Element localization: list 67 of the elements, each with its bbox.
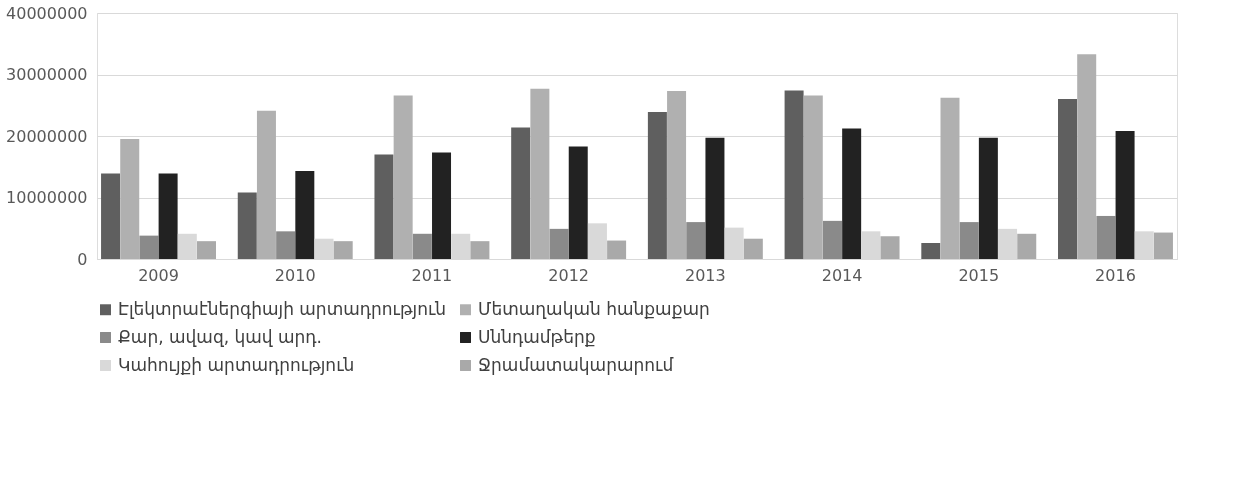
bar	[314, 238, 334, 259]
y-tick-label: 40000000	[6, 3, 88, 23]
bar	[842, 128, 862, 259]
bar	[959, 222, 979, 259]
bar	[861, 231, 881, 259]
x-tick-label: 2014	[821, 265, 863, 285]
bar	[686, 222, 706, 259]
y-tick-label: 10000000	[6, 188, 88, 207]
bar	[1153, 232, 1173, 259]
bar	[393, 95, 413, 259]
bar	[1115, 131, 1135, 259]
bar	[120, 139, 140, 259]
bar	[822, 220, 842, 259]
legend-label: Սննդամթերք	[478, 326, 596, 347]
bar	[1096, 215, 1116, 259]
y-tick-label: 30000000	[6, 65, 88, 84]
bar	[803, 95, 823, 259]
bar	[921, 243, 941, 259]
bar	[295, 171, 315, 259]
bar	[139, 235, 159, 259]
bar	[412, 233, 432, 259]
bar	[101, 173, 121, 259]
bar	[978, 137, 998, 259]
legend-label: Մետաղական հանքաքար	[478, 298, 710, 319]
legend-label: Ջրամատակարարում	[478, 354, 674, 375]
bar	[724, 227, 744, 259]
bar	[432, 152, 452, 259]
bar	[940, 97, 960, 259]
x-tick-label: 2013	[685, 265, 726, 285]
bar	[607, 240, 627, 259]
bar	[470, 241, 490, 259]
bar	[256, 110, 276, 259]
x-tick-label: 2011	[411, 265, 453, 285]
bar	[568, 146, 588, 259]
bar	[880, 236, 900, 259]
bar	[784, 90, 804, 259]
bar	[1058, 99, 1078, 259]
bar	[530, 88, 550, 259]
bar	[333, 241, 353, 259]
bar	[374, 154, 394, 259]
y-tick-label: 0	[77, 249, 88, 269]
x-tick-label: 2015	[958, 265, 1000, 285]
x-tick-label: 2016	[1095, 265, 1136, 285]
bar	[743, 238, 763, 259]
bar	[158, 173, 178, 259]
x-tick-label: 2012	[548, 265, 589, 285]
x-tick-label: 2009	[138, 265, 179, 285]
bar	[276, 231, 296, 259]
bar	[196, 241, 216, 259]
bar	[1077, 54, 1097, 259]
bar	[1134, 231, 1154, 259]
bar	[177, 233, 197, 259]
bar	[237, 192, 257, 259]
x-tick-label: 2010	[274, 265, 316, 285]
bar	[587, 223, 607, 259]
legend-label: Քար, ավազ, կավ արդ.	[118, 326, 323, 347]
bar	[705, 137, 725, 259]
bar	[647, 112, 667, 259]
legend-label: Կահույքի արտադրություն	[118, 354, 355, 375]
y-tick-label: 20000000	[6, 126, 88, 146]
bar	[511, 127, 531, 259]
bar	[998, 228, 1018, 259]
legend-label: Էլեկտրաէներգիայի արտադրություն	[118, 298, 447, 319]
bar	[451, 233, 471, 259]
bar	[1017, 233, 1037, 259]
bar	[549, 228, 569, 259]
bar	[667, 91, 687, 259]
